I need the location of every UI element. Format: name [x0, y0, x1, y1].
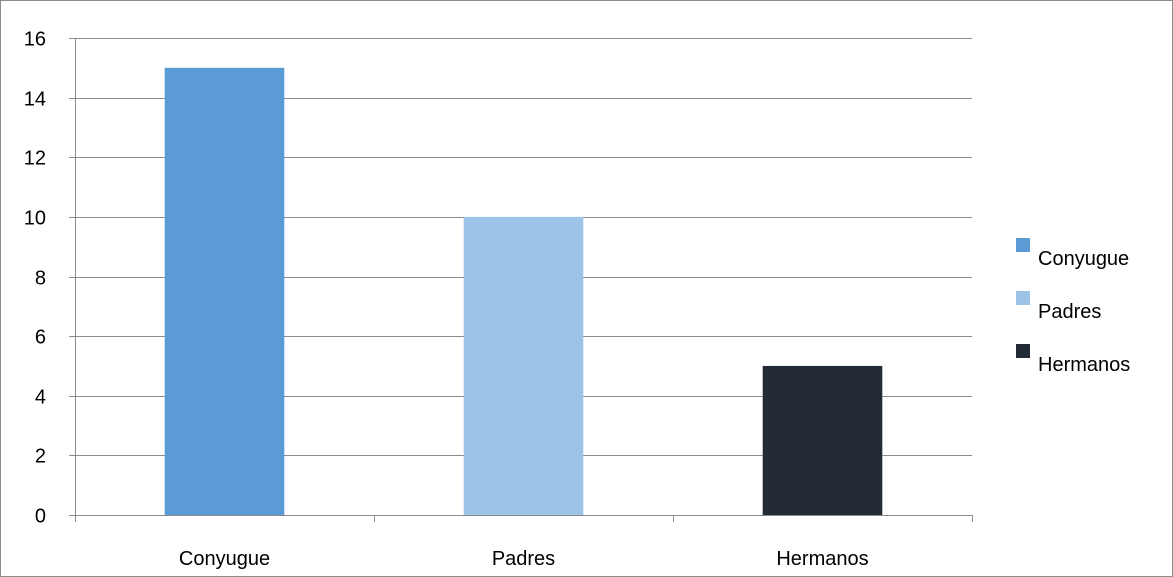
x-tick-label-padres: Padres — [492, 548, 555, 570]
y-tick-label: 0 — [35, 506, 46, 528]
legend-label-conyugue: Conyugue — [1038, 248, 1129, 270]
legend-swatch-hermanos — [1016, 344, 1030, 358]
legend-label-padres: Padres — [1038, 301, 1101, 323]
bars — [164, 67, 883, 515]
y-tick-label: 10 — [24, 208, 46, 230]
y-tick-label: 2 — [35, 446, 46, 468]
y-tick-label: 14 — [24, 89, 46, 111]
y-tick-label: 16 — [24, 29, 46, 51]
legend: Conyugue Padres Hermanos — [1016, 238, 1130, 376]
y-tick-labels: 0 2 4 6 8 10 12 14 16 — [24, 29, 46, 528]
legend-label-hermanos: Hermanos — [1038, 354, 1130, 376]
x-tick-label-conyugue: Conyugue — [179, 548, 270, 570]
x-tick-labels: Conyugue Padres Hermanos — [179, 548, 869, 570]
bar-hermanos — [762, 365, 883, 515]
y-tick-label: 6 — [35, 327, 46, 349]
legend-swatch-conyugue — [1016, 238, 1030, 252]
bar-padres — [463, 216, 584, 515]
y-tick-label: 4 — [35, 387, 46, 409]
axes — [69, 38, 973, 522]
y-tick-label: 8 — [35, 268, 46, 290]
legend-swatch-padres — [1016, 291, 1030, 305]
x-tick-label-hermanos: Hermanos — [776, 548, 868, 570]
y-tick-label: 12 — [24, 148, 46, 170]
bar-conyugue — [164, 67, 285, 515]
